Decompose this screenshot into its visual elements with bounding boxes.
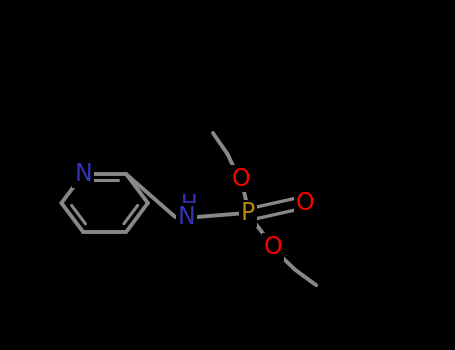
- Text: O: O: [263, 235, 283, 259]
- Text: H: H: [181, 194, 197, 214]
- Text: O: O: [232, 167, 251, 190]
- Text: N: N: [74, 162, 92, 186]
- Text: N: N: [177, 205, 196, 229]
- Text: O: O: [295, 191, 314, 215]
- Text: P: P: [241, 202, 255, 225]
